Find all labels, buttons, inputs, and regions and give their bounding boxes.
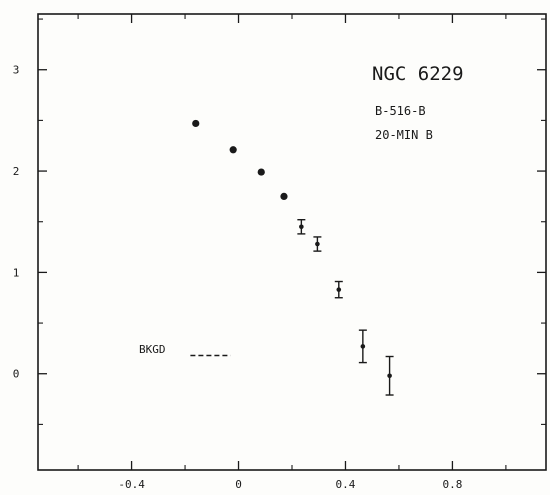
axis-ticks: -0.4 0 0.4 0.8 0 1 2 3: [13, 14, 546, 491]
plot-border: [37, 13, 547, 471]
data-point: [360, 344, 366, 349]
x-tick-label: 0: [235, 478, 242, 491]
x-tick-label: 0.8: [442, 478, 462, 491]
data-point: [280, 192, 288, 200]
annotation-line2: 20-MIN B: [375, 128, 433, 142]
data-point: [336, 287, 342, 292]
y-tick-label: 0: [13, 368, 20, 381]
data-point: [315, 241, 320, 247]
y-tick-label: 3: [13, 64, 20, 77]
annotation-title: NGC 6229: [372, 63, 464, 85]
data-point: [192, 119, 200, 128]
data-point: [387, 373, 392, 379]
y-tick-label: 1: [13, 266, 20, 279]
data-marks: [190, 119, 394, 396]
data-point: [299, 224, 304, 230]
plot-frame: [37, 13, 547, 471]
annotation-line1: B-516-B: [375, 104, 426, 118]
data-point: [257, 168, 265, 176]
background-label: BKGD: [139, 343, 166, 356]
data-point: [229, 146, 237, 154]
x-tick-label: 0.4: [336, 478, 356, 491]
y-tick-label: 2: [13, 165, 20, 178]
x-tick-label: -0.4: [118, 478, 145, 491]
